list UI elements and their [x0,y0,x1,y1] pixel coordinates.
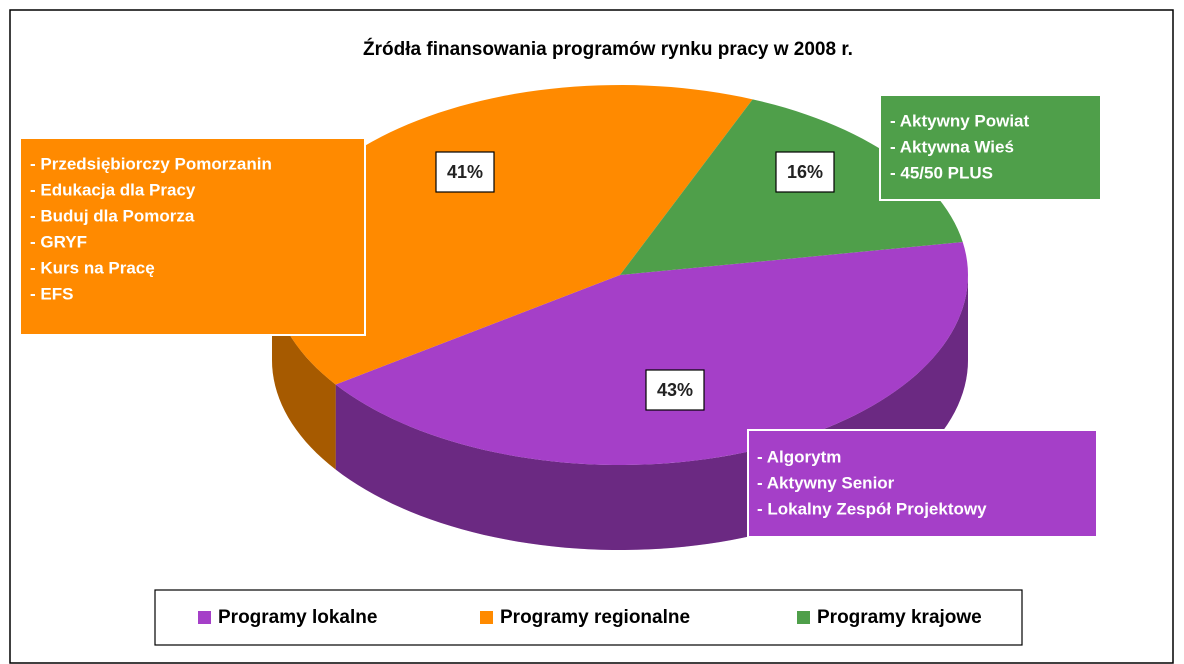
value-label-box [645,369,705,411]
value-label-box [435,151,495,193]
program-label: - Przedsiębiorczy Pomorzanin [30,154,272,173]
chart-title: Źródła finansowania programów rynku prac… [363,38,853,60]
value-label-box [775,151,835,193]
program-box [879,94,1102,201]
program-label: - Aktywny Senior [757,473,895,492]
legend-label: Programy regionalne [500,607,690,628]
pie-slice [272,85,753,385]
program-label: - Lokalny Zespół Projektowy [757,499,987,518]
program-label: - Algorytm [757,447,841,466]
legend-swatch [198,611,211,624]
legend-label: Programy lokalne [218,607,377,628]
pie-side-shade [272,275,336,470]
pie-slice [335,242,968,465]
value-label: 43% [657,380,693,400]
program-label: - Edukacja dla Pracy [30,180,196,199]
program-label: - Aktywna Wieś [890,137,1014,156]
legend-swatch [797,611,810,624]
program-label: - Buduj dla Pomorza [30,206,195,225]
value-label: 16% [787,162,823,182]
program-label: - 45/50 PLUS [890,163,993,182]
legend-label: Programy krajowe [817,607,982,628]
legend-box [154,589,1023,646]
value-label: 41% [447,162,483,182]
program-label: - Kurs na Pracę [30,258,155,277]
program-label: - GRYF [30,232,87,251]
program-box [19,137,366,336]
program-label: - Aktywny Powiat [890,111,1030,130]
program-box [747,429,1098,538]
legend-swatch [480,611,493,624]
program-label: - EFS [30,284,73,303]
pie-side [272,275,336,470]
